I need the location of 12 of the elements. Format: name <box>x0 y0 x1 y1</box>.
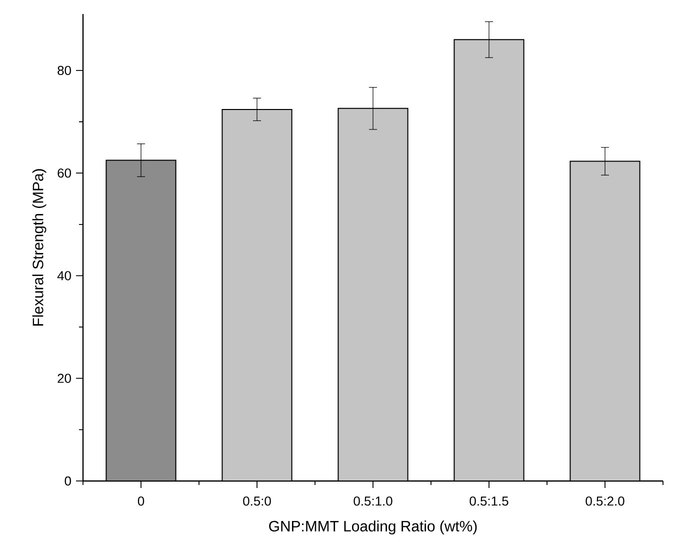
x-axis-title: GNP:MMT Loading Ratio (wt%) <box>269 520 477 534</box>
y-tick-label: 60 <box>58 168 71 178</box>
y-tick-label: 20 <box>58 374 71 383</box>
y-tick-label: 0 <box>64 476 71 486</box>
x-tick-label: 0 <box>138 496 144 506</box>
y-tick-label: 80 <box>58 66 71 76</box>
x-tick-label: 0.5:0 <box>243 496 271 506</box>
x-tick-label: 0.5:1.5 <box>470 496 508 506</box>
x-tick-label: 0.5:1.0 <box>354 496 392 506</box>
x-tick-label: 0.5:2.0 <box>586 496 624 506</box>
y-axis-title: Flexural Strength (MPa) <box>32 169 46 326</box>
y-tick-label: 40 <box>57 271 71 280</box>
